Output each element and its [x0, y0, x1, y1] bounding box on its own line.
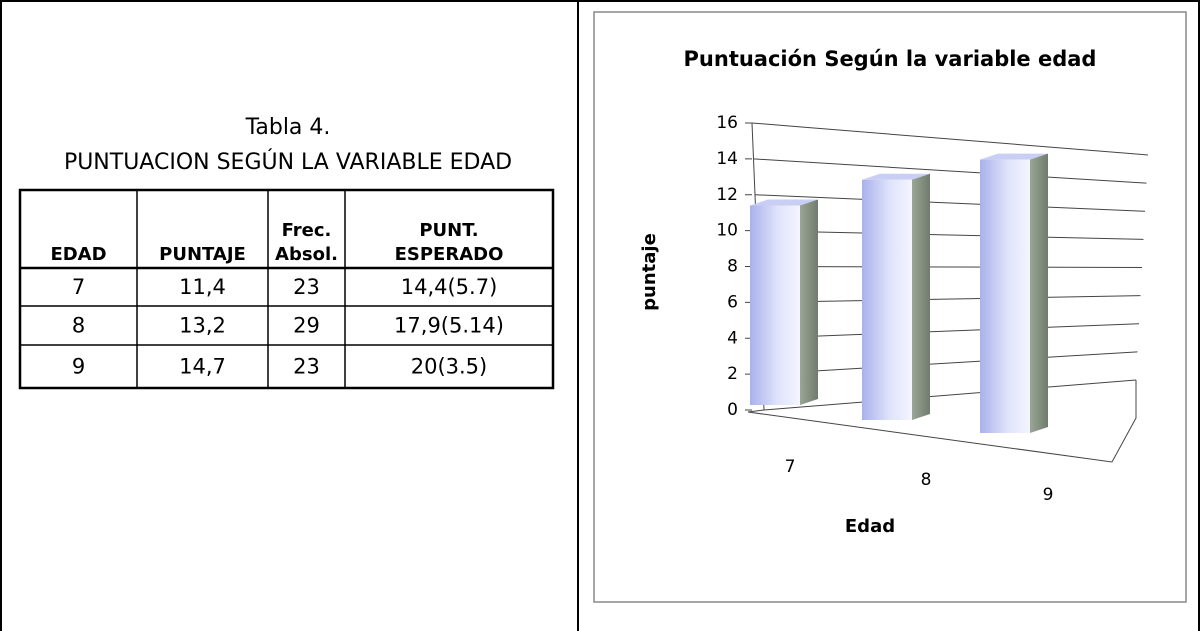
grid-line [762, 351, 1138, 375]
table: EDAD PUNTAJE Frec. Absol. PUNT. ESPERADO 7 11,4… [18, 188, 555, 390]
header-cell: PUNT. [419, 220, 478, 241]
table-title: PUNTUACION SEGÚN LA VARIABLE EDAD [64, 149, 512, 175]
y-tick-label: 4 [727, 328, 738, 348]
floor [747, 380, 1137, 463]
grid-line [753, 158, 1147, 184]
bar [862, 179, 912, 420]
cell: 23 [293, 275, 320, 299]
bar-side [912, 173, 930, 420]
cell: 9 [72, 355, 85, 379]
header-cell: EDAD [50, 244, 106, 265]
y-tick-label: 2 [727, 364, 738, 384]
header-cell: ESPERADO [395, 244, 504, 265]
x-tick-label: 9 [1043, 485, 1054, 505]
cell: 13,2 [179, 314, 226, 338]
cell: 7 [72, 275, 85, 299]
chart: Puntuación Según la variable edad puntaje… [639, 47, 1149, 537]
grid-line [759, 295, 1141, 303]
y-tick-label: 10 [716, 221, 738, 241]
grid-line [760, 323, 1140, 339]
header-cell: PUNTAJE [159, 244, 246, 265]
grid-line [754, 194, 1146, 212]
x-tick-label: 7 [785, 457, 796, 477]
grid-line [751, 122, 1149, 156]
cell: 8 [72, 314, 85, 338]
bar-top [750, 199, 818, 206]
cell: 23 [293, 355, 320, 379]
y-tick-label: 8 [727, 257, 738, 277]
cell: 29 [293, 314, 320, 338]
cell: 20(3.5) [411, 355, 488, 379]
bar-side [1030, 153, 1048, 433]
grid-line [763, 379, 1137, 411]
x-axis-label: Edad [845, 516, 895, 537]
bar-top [862, 173, 930, 180]
grid-line [756, 230, 1144, 240]
y-tick-label: 16 [716, 113, 738, 133]
y-tick-label: 0 [727, 400, 738, 420]
y-tick-label: 14 [716, 149, 738, 169]
y-tick-label: 12 [716, 185, 738, 205]
bar [750, 205, 800, 405]
table-number: Tabla 4. [245, 115, 331, 140]
cell: 17,9(5.14) [394, 314, 504, 338]
bar [980, 159, 1030, 433]
bar-side [800, 199, 818, 405]
table-border [18, 188, 555, 390]
cell: 14,4(5.7) [401, 275, 498, 299]
y-tick-label: 6 [727, 292, 738, 312]
header-cell: Absol. [275, 244, 338, 265]
cell: 11,4 [179, 275, 226, 299]
chart-title: Puntuación Según la variable edad [684, 47, 1097, 71]
header-cell: Frec. [282, 220, 332, 241]
grid-line [757, 266, 1143, 268]
y-axis-label: puntaje [639, 233, 660, 311]
x-tick-label: 8 [921, 470, 932, 490]
bar-top [980, 153, 1048, 160]
cell: 14,7 [179, 355, 226, 379]
